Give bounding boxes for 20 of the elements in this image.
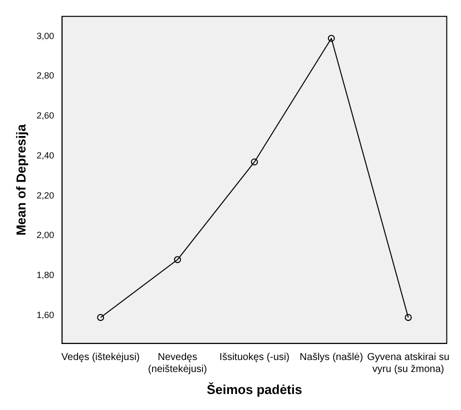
y-tick-label: 2,20	[36, 190, 54, 200]
point	[97, 314, 104, 321]
x-axis-title: Šeimos padėtis	[206, 382, 302, 397]
y-tick-label: 2,00	[36, 230, 54, 240]
y-tick-label: 1,80	[36, 270, 54, 280]
y-tick-label: 2,60	[36, 110, 54, 121]
x-tick-label: Gyvena atskirai su vyru (su žmona)	[367, 352, 450, 376]
y-tick-label: 2,40	[36, 150, 54, 160]
x-tick-label: Našlys (našlė)	[300, 352, 364, 364]
x-tick-label: Vedęs (ištekėjusi)	[61, 352, 140, 364]
y-tick-label: 1,60	[36, 310, 54, 320]
y-axis-title: Mean of Depresija	[13, 124, 28, 236]
point	[174, 256, 181, 264]
y-tick-label: 2,80	[36, 70, 54, 81]
y-tick-label: 3,00	[36, 30, 54, 41]
point	[250, 158, 258, 166]
x-tick-label: Išsituokęs (-usi)	[219, 352, 290, 364]
point	[404, 314, 412, 321]
x-tick-label: Nevedęs (neištekėjusi)	[148, 352, 207, 376]
point	[328, 34, 335, 42]
